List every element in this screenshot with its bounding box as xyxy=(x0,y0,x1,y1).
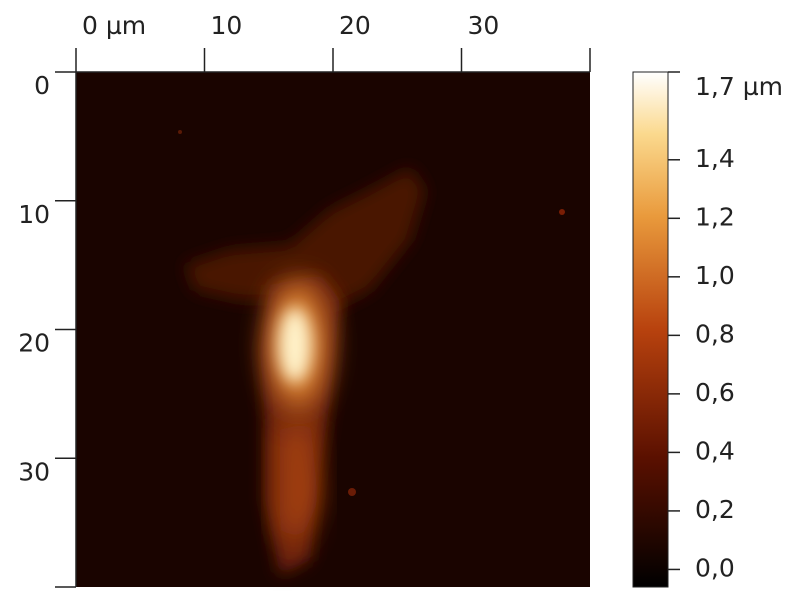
y-tick-label: 30 xyxy=(18,457,50,486)
x-tick-label: 30 xyxy=(468,11,500,40)
colorbar-tick-label: 0,0 xyxy=(695,553,735,582)
colorbar-tick-label: 0,4 xyxy=(695,436,735,465)
colorbar-tick-label: 1,4 xyxy=(695,144,735,173)
colorbar xyxy=(632,71,669,588)
x-tick-label: 10 xyxy=(211,11,243,40)
colorbar-tick-label: 1,2 xyxy=(695,202,735,231)
afm-image xyxy=(76,72,590,587)
colorbar-tick-label: 1,7 µm xyxy=(695,72,783,101)
colorbar-tick-label: 0,8 xyxy=(695,319,735,348)
x-tick-label: 0 µm xyxy=(82,11,146,40)
y-tick-label: 10 xyxy=(18,200,50,229)
colorbar-tick-label: 0,6 xyxy=(695,378,735,407)
x-tick-label: 20 xyxy=(339,11,371,40)
y-tick-label: 20 xyxy=(18,329,50,358)
colorbar-tick-label: 0,2 xyxy=(695,495,735,524)
y-tick-label: 0 xyxy=(34,71,50,100)
colorbar-tick-label: 1,0 xyxy=(695,261,735,290)
